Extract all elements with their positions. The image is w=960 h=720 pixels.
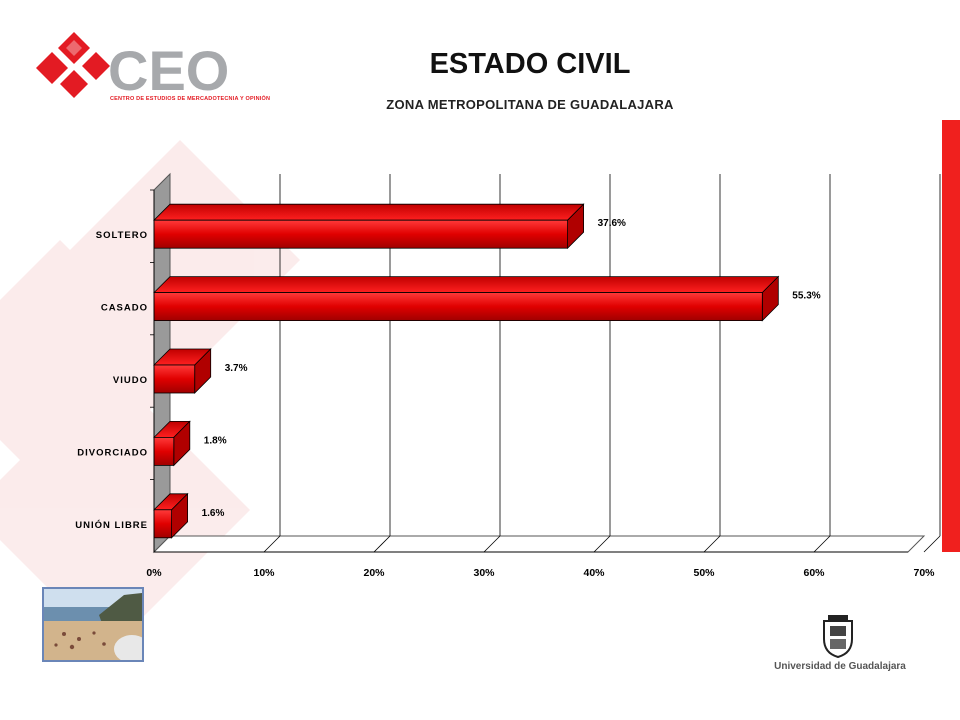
bar-front [153, 292, 763, 322]
chart-bars [153, 203, 780, 539]
category-label: UNIÓN LIBRE [75, 519, 148, 531]
x-axis-ticks: 0% 10% 20% 30% 40% 50% 60% 70% [146, 567, 935, 579]
bar-front [153, 436, 175, 466]
logo-tagline: CENTRO DE ESTUDIOS DE MERCADOTECNIA Y OP… [110, 96, 271, 102]
chart-floor [152, 535, 926, 553]
bar-3 [153, 420, 191, 467]
beach-photo [42, 587, 144, 662]
university-name: Universidad de Guadalajara [774, 661, 906, 672]
x-tick-label: 70% [913, 567, 935, 579]
x-tick-label: 60% [803, 567, 825, 579]
bar-front [153, 219, 569, 249]
x-tick-label: 10% [253, 567, 275, 579]
gridline-floor [263, 535, 281, 553]
page-title: ESTADO CIVIL [429, 48, 631, 80]
ceo-logo: CEO [36, 32, 229, 102]
gridline-floor [923, 535, 941, 553]
x-tick-label: 40% [583, 567, 605, 579]
category-label: VIUDO [113, 375, 148, 386]
value-label: 1.6% [202, 508, 225, 519]
x-tick-label: 30% [473, 567, 495, 579]
category-label: SOLTERO [96, 230, 148, 241]
bar-top [153, 203, 585, 221]
bar-2 [153, 348, 212, 394]
data-labels: 37.6% 55.3% 3.7% 1.8% 1.6% [202, 218, 821, 519]
gridline-floor [483, 535, 501, 553]
category-label: CASADO [101, 303, 148, 314]
gridline-floor [813, 535, 831, 553]
page-subtitle: ZONA METROPOLITANA DE GUADALAJARA [386, 97, 674, 112]
bar-1 [153, 275, 780, 322]
y-axis-categories: SOLTERO CASADO VIUDO DIVORCIADO UNIÓN LIBRE [75, 189, 908, 553]
value-label: 1.8% [204, 435, 227, 446]
gridline-floor [703, 535, 721, 553]
logo-diamond-icon [36, 32, 110, 98]
bar-4 [153, 492, 189, 539]
value-label: 37.6% [598, 218, 626, 229]
gridline-floor [593, 535, 611, 553]
bar-0 [153, 203, 585, 250]
bar-front [153, 509, 173, 539]
value-label: 55.3% [792, 291, 820, 302]
udg-crest-icon [823, 615, 853, 659]
x-tick-label: 0% [146, 567, 162, 579]
logo-wordmark: CEO [108, 39, 229, 102]
value-label: 3.7% [225, 363, 248, 374]
side-accent-bar [942, 120, 960, 552]
x-tick-label: 50% [693, 567, 715, 579]
category-label: DIVORCIADO [77, 447, 148, 458]
x-tick-label: 20% [363, 567, 385, 579]
bar-front [153, 364, 196, 394]
bar-top [153, 276, 780, 294]
gridline-floor [373, 535, 391, 553]
